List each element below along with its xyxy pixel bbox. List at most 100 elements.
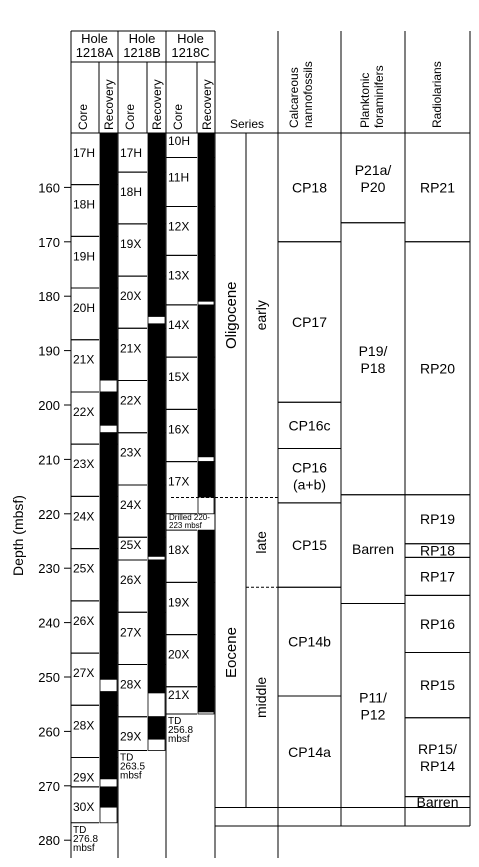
foraminifer-zone-label-line2: P20 xyxy=(361,179,386,195)
td-unit: mbsf xyxy=(168,734,190,745)
depth-tick-label: 250 xyxy=(38,670,60,685)
recovery-bar xyxy=(100,236,117,289)
core-label: 23X xyxy=(120,446,141,460)
nannofossils-header-line1: Calcareous xyxy=(287,67,301,128)
radiolarians-header: Radiolarians xyxy=(430,61,444,128)
hole-title-line1: Hole xyxy=(177,31,204,46)
depth-tick-label: 220 xyxy=(38,507,60,522)
series-label: Eocene xyxy=(223,627,240,678)
recovery-bar xyxy=(148,133,165,173)
core-label: 23X xyxy=(73,457,94,471)
subseries-label: late xyxy=(253,531,269,554)
radiolarian-zone-label: RP18 xyxy=(420,543,455,559)
depth-axis-label: Depth (mbsf) xyxy=(10,495,26,576)
depth-tick-label: 170 xyxy=(38,235,60,250)
recovery-bar xyxy=(198,133,214,158)
core-label: 24X xyxy=(120,498,141,512)
recovery-bar xyxy=(198,304,214,358)
radiolarian-zone-label: Barren xyxy=(416,794,458,810)
core-label: 18X xyxy=(168,543,189,557)
foraminifer-zone-label-line2: P12 xyxy=(361,707,386,723)
recovery-bar xyxy=(100,691,117,706)
drilled-interval-depth: 223 mbsf xyxy=(169,521,203,530)
nannofossil-zone-label: CP17 xyxy=(292,314,327,330)
foraminifer-zone-label: P21a/ xyxy=(355,162,392,178)
foraminifer-zone-label: Barren xyxy=(352,541,394,557)
radiolarian-zone-label: RP15 xyxy=(420,677,455,693)
core-column-header: Core xyxy=(76,104,90,130)
subseries-label: early xyxy=(253,300,269,330)
td-unit: mbsf xyxy=(120,770,142,781)
recovery-bar xyxy=(148,223,165,277)
core-column-header: Core xyxy=(123,104,137,130)
td-label: TD xyxy=(73,825,86,836)
depth-tick-label: 280 xyxy=(38,833,60,848)
foraminifer-zone-label: P19/ xyxy=(359,343,388,359)
recovery-cell xyxy=(147,716,166,751)
radiolarian-zone-label: RP16 xyxy=(420,616,455,632)
recovery-bar xyxy=(100,133,117,185)
core-label: 18H xyxy=(120,185,142,199)
core-label: 19H xyxy=(73,249,95,263)
recovery-bar xyxy=(148,380,165,433)
core-label: 28X xyxy=(120,677,141,691)
core-label: 11H xyxy=(168,170,189,184)
hole-title-line2: 1218A xyxy=(76,45,114,60)
drilled-interval-label: Drilled 220- xyxy=(169,513,210,522)
recovery-bar xyxy=(100,496,117,549)
core-label: 28X xyxy=(73,718,94,732)
radiolarian-zone-label: RP19 xyxy=(420,511,455,527)
core-column-header: Core xyxy=(171,104,185,130)
recovery-bar xyxy=(148,172,165,224)
core-label: 17X xyxy=(168,475,189,489)
core-label: 22X xyxy=(73,405,94,419)
recovery-bar xyxy=(198,206,214,256)
recovery-cell xyxy=(197,686,215,715)
core-label: 19X xyxy=(120,237,141,251)
core-label: 16X xyxy=(168,422,189,436)
recovery-bar xyxy=(198,255,214,302)
recovery-bar xyxy=(100,432,117,445)
recovery-bar xyxy=(100,339,117,381)
core-label: 30X xyxy=(73,800,94,814)
depth-tick-label: 230 xyxy=(38,561,60,576)
recovery-bar xyxy=(198,686,214,713)
core-label: 25X xyxy=(73,562,94,576)
series-label: Oligocene xyxy=(223,281,240,349)
core-label: 29X xyxy=(120,730,141,744)
radiolarian-zone-label: RP20 xyxy=(420,360,455,376)
core-label: 21X xyxy=(168,688,189,702)
core-label: 17H xyxy=(73,146,95,160)
core-label: 26X xyxy=(120,573,141,587)
nannofossil-zone-label: CP16 xyxy=(292,460,327,476)
core-label: 26X xyxy=(73,614,94,628)
core-label: 12X xyxy=(168,219,189,233)
core-label: 29X xyxy=(73,771,94,785)
core-label: 24X xyxy=(73,509,94,523)
core-label: 19X xyxy=(168,595,189,609)
recovery-bar xyxy=(100,391,117,426)
foraminifer-zone-label-line2: P18 xyxy=(361,360,386,376)
recovery-bar xyxy=(148,323,165,329)
radiolarian-zone-label: RP21 xyxy=(420,179,455,195)
recovery-bar xyxy=(100,288,117,340)
core-label: 18H xyxy=(73,198,95,212)
core-label: 20X xyxy=(120,289,141,303)
depth-tick-label: 260 xyxy=(38,724,60,739)
hole-title-line1: Hole xyxy=(81,31,108,46)
core-label: 22X xyxy=(120,394,141,408)
nannofossil-zone-label: CP14b xyxy=(288,634,331,650)
core-label: 10H xyxy=(168,134,190,148)
nannofossil-zone-label: CP15 xyxy=(292,537,327,553)
nannofossils-header-line2: nannofossils xyxy=(301,61,315,128)
subseries-label: middle xyxy=(253,677,269,718)
recovery-bar xyxy=(198,530,214,583)
core-label: 20H xyxy=(73,301,95,315)
core-label: 17H xyxy=(120,146,142,160)
td-label: TD xyxy=(168,716,181,727)
recovery-bar xyxy=(100,757,117,780)
depth-tick-label: 270 xyxy=(38,779,60,794)
depth-tick-label: 160 xyxy=(38,180,60,195)
foraminifer-zone-label: P11/ xyxy=(359,690,387,706)
